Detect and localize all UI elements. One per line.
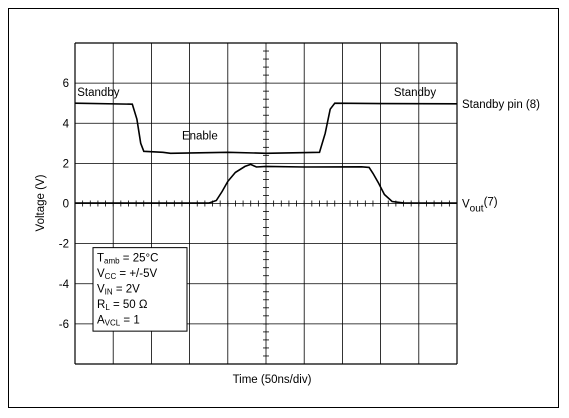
trace-annotation: Standby [77, 87, 119, 99]
trace-annotation: Standby [394, 87, 436, 99]
condition-line: RL = 50 Ω [97, 299, 148, 312]
figure-frame [8, 8, 559, 408]
y-tick-label: 2 [63, 158, 69, 170]
series-line-vout [75, 163, 458, 204]
trace-annotation: Enable [182, 130, 218, 142]
x-axis-title: Time (50ns/div) [233, 374, 312, 386]
y-tick-label: 0 [63, 199, 69, 211]
y-tick-label: 4 [63, 118, 70, 130]
y-tick-label: -2 [59, 239, 69, 251]
condition-line: VCC = +/-5V [97, 268, 157, 281]
condition-line: VIN = 2V [97, 284, 140, 297]
y-tick-label: 6 [63, 78, 69, 90]
conditions-box: Tamb = 25°C VCC = +/-5V VIN = 2V RL = 50 Ω A… [92, 247, 188, 332]
y-axis-title: Voltage (V) [35, 174, 47, 231]
condition-line: Tamb = 25°C [97, 253, 158, 266]
series-label-standby-pin: Standby pin (8) [462, 99, 540, 111]
series-label-vout: Vout(7) [462, 197, 498, 215]
series-labels: Standby pin (8) Standby Enable Standby Vout(… [77, 87, 540, 214]
series-line-standby-pin [74, 102, 458, 155]
y-tick-label: -6 [59, 319, 69, 331]
y-tick-labels: 6 4 2 0 -2 -4 -6 [59, 78, 70, 331]
condition-line: AVCL = 1 [97, 315, 140, 328]
conditions-box-border [92, 247, 188, 332]
series-lines [74, 102, 458, 204]
y-tick-label: -4 [59, 279, 70, 291]
